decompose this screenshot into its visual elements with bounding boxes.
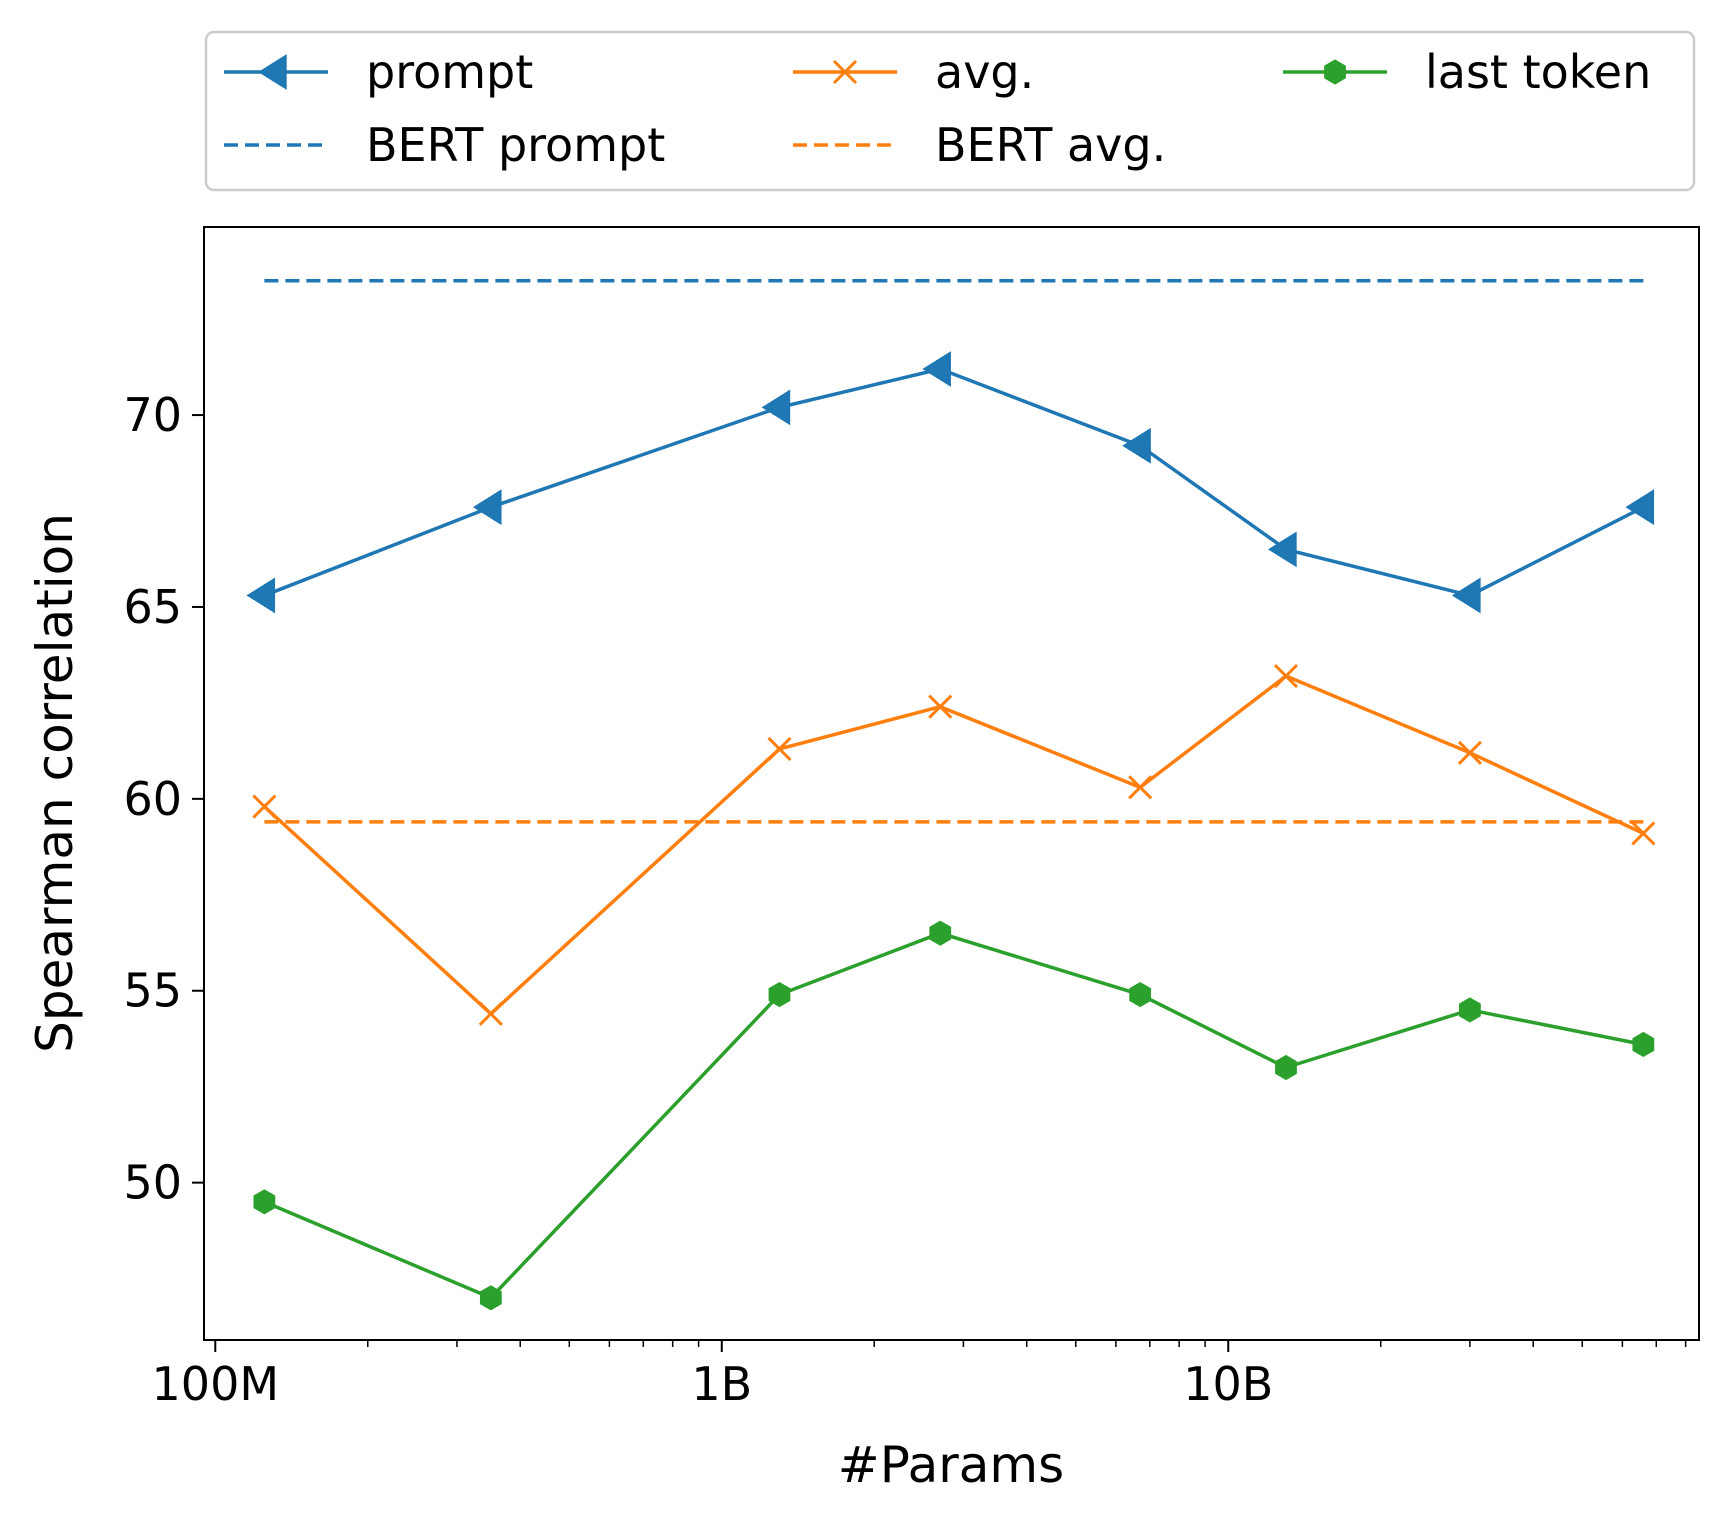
data-point (761, 389, 791, 426)
data-point (1128, 775, 1153, 800)
y-tick-label: 70 (123, 388, 182, 442)
data-point (1451, 577, 1481, 614)
data-point (246, 577, 276, 614)
data-point (1632, 1031, 1655, 1058)
data-point (1457, 740, 1482, 765)
data-point (1122, 427, 1151, 464)
y-tick-label: 65 (123, 580, 182, 634)
data-point (479, 1285, 502, 1311)
legend-label: avg. (935, 45, 1034, 99)
x-tick-label: 100M (152, 1357, 280, 1411)
x-tick-label: 1B (691, 1357, 752, 1411)
legend-item-bert-prompt: BERT prompt (224, 118, 665, 172)
y-tick-label: 55 (123, 964, 182, 1018)
series-layer (246, 278, 1656, 1311)
legend-marker (1324, 59, 1346, 85)
data-point (1275, 1054, 1297, 1081)
data-point (1459, 997, 1481, 1023)
data-point (1631, 821, 1656, 846)
data-point (1268, 531, 1297, 568)
legend: prompt avg. last token BERT prompt BERT avg. (204, 30, 1696, 192)
data-point (922, 351, 951, 387)
y-axis-title: Spearman correlation (26, 513, 84, 1053)
data-point (253, 1189, 276, 1215)
legend-label: last token (1425, 45, 1651, 99)
series-avg (252, 663, 1656, 1026)
y-axis: 50 55 60 65 70 (123, 388, 204, 1210)
data-point (472, 489, 502, 526)
data-point (928, 694, 953, 719)
series-line (263, 367, 1645, 598)
y-tick-label: 60 (123, 772, 182, 826)
legend-label: prompt (366, 45, 533, 99)
x-axis-title: #Params (838, 1436, 1064, 1494)
data-point (252, 794, 277, 819)
legend-marker (832, 59, 858, 85)
legend-label: BERT avg. (935, 118, 1166, 172)
x-axis: 100M 1B 10B (152, 1340, 1687, 1411)
data-point (768, 982, 791, 1008)
legend-item-bert-avg: BERT avg. (793, 118, 1166, 172)
legend-item-avg: avg. (793, 45, 1034, 99)
y-tick-label: 50 (123, 1156, 182, 1210)
series-prompt (246, 351, 1655, 614)
legend-item-last-token: last token (1283, 45, 1651, 99)
series-last-token (253, 920, 1655, 1311)
legend-label: BERT prompt (366, 118, 665, 172)
legend-marker (258, 54, 287, 90)
legend-item-prompt: prompt (224, 45, 533, 99)
x-tick-label: 10B (1183, 1357, 1273, 1411)
plot-area (203, 226, 1700, 1341)
data-point (1625, 489, 1655, 526)
data-point (767, 736, 792, 762)
data-point (1273, 663, 1299, 689)
data-point (478, 1001, 503, 1026)
data-point (1129, 982, 1152, 1008)
data-point (929, 920, 952, 946)
series-line (263, 931, 1644, 1300)
series-line (263, 674, 1645, 1016)
